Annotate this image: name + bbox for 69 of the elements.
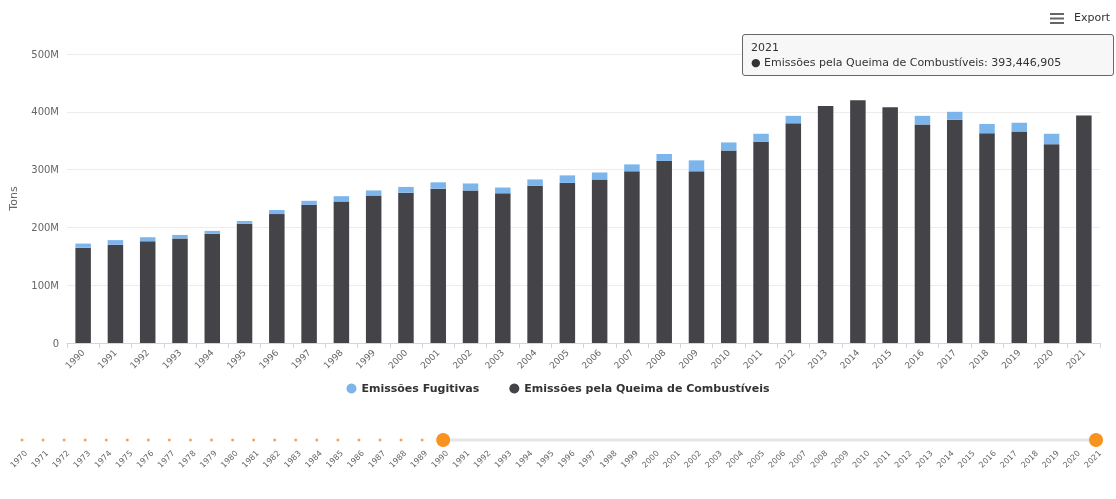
bar — [365, 190, 382, 196]
bar — [139, 237, 156, 242]
bar — [430, 188, 446, 343]
bar — [462, 183, 479, 191]
legend-label: Emissões pela Queima de Combustíveis — [524, 382, 770, 395]
bar — [107, 240, 124, 245]
bar — [591, 179, 608, 343]
bar — [204, 230, 221, 234]
bar — [301, 204, 317, 343]
bar — [559, 182, 576, 343]
bar — [979, 133, 995, 343]
y-tick-label: 400M — [31, 106, 59, 118]
bar — [559, 175, 576, 183]
bar — [688, 171, 705, 343]
bar — [914, 115, 931, 125]
bar — [656, 160, 672, 343]
bar — [946, 119, 963, 343]
bar — [139, 241, 156, 343]
bar — [721, 150, 737, 343]
bar — [462, 190, 479, 343]
legend-label: Emissões Fugitivas — [361, 382, 480, 395]
bar — [753, 141, 769, 343]
bar — [236, 223, 253, 343]
bar — [527, 185, 543, 343]
bar — [850, 100, 866, 343]
bar — [624, 171, 640, 343]
bar — [204, 233, 221, 343]
bar — [430, 182, 446, 189]
y-tick-label: 100M — [31, 279, 59, 291]
y-tick-label: 0 — [52, 337, 59, 349]
bar — [656, 153, 672, 161]
bar — [688, 160, 705, 172]
bar — [301, 200, 317, 205]
bar — [1043, 133, 1060, 145]
bar — [75, 243, 91, 248]
bar — [75, 247, 91, 343]
bar — [269, 214, 285, 343]
bar — [527, 179, 543, 186]
bar — [591, 172, 608, 180]
text: Export — [1073, 11, 1111, 24]
bar — [624, 164, 640, 172]
bar — [785, 123, 802, 343]
bar — [269, 210, 285, 215]
bar — [1011, 131, 1028, 343]
bar — [785, 115, 802, 124]
bar — [914, 124, 931, 343]
bar — [236, 221, 253, 224]
bar — [979, 123, 995, 134]
bar — [333, 201, 350, 343]
y-tick-label: 500M — [31, 48, 59, 60]
bar — [1043, 144, 1060, 343]
bar — [398, 186, 414, 193]
bar — [172, 238, 188, 343]
y-tick-label: 300M — [31, 164, 59, 176]
bar — [753, 133, 769, 142]
bar — [882, 107, 898, 343]
tooltip-box: 2021 ● Emissões pela Queima de Combustíveis: 393,446,905 — [742, 34, 1114, 76]
y-axis-title: Tons — [7, 186, 20, 212]
bar — [1076, 115, 1092, 343]
bar — [107, 244, 124, 343]
bar — [365, 195, 382, 343]
bar — [398, 192, 414, 343]
bar — [333, 196, 350, 202]
bar — [495, 193, 511, 343]
y-tick-label: 200M — [31, 221, 59, 233]
bar — [817, 106, 834, 343]
bar — [1011, 122, 1028, 132]
bar — [946, 111, 963, 120]
bar — [721, 142, 737, 151]
